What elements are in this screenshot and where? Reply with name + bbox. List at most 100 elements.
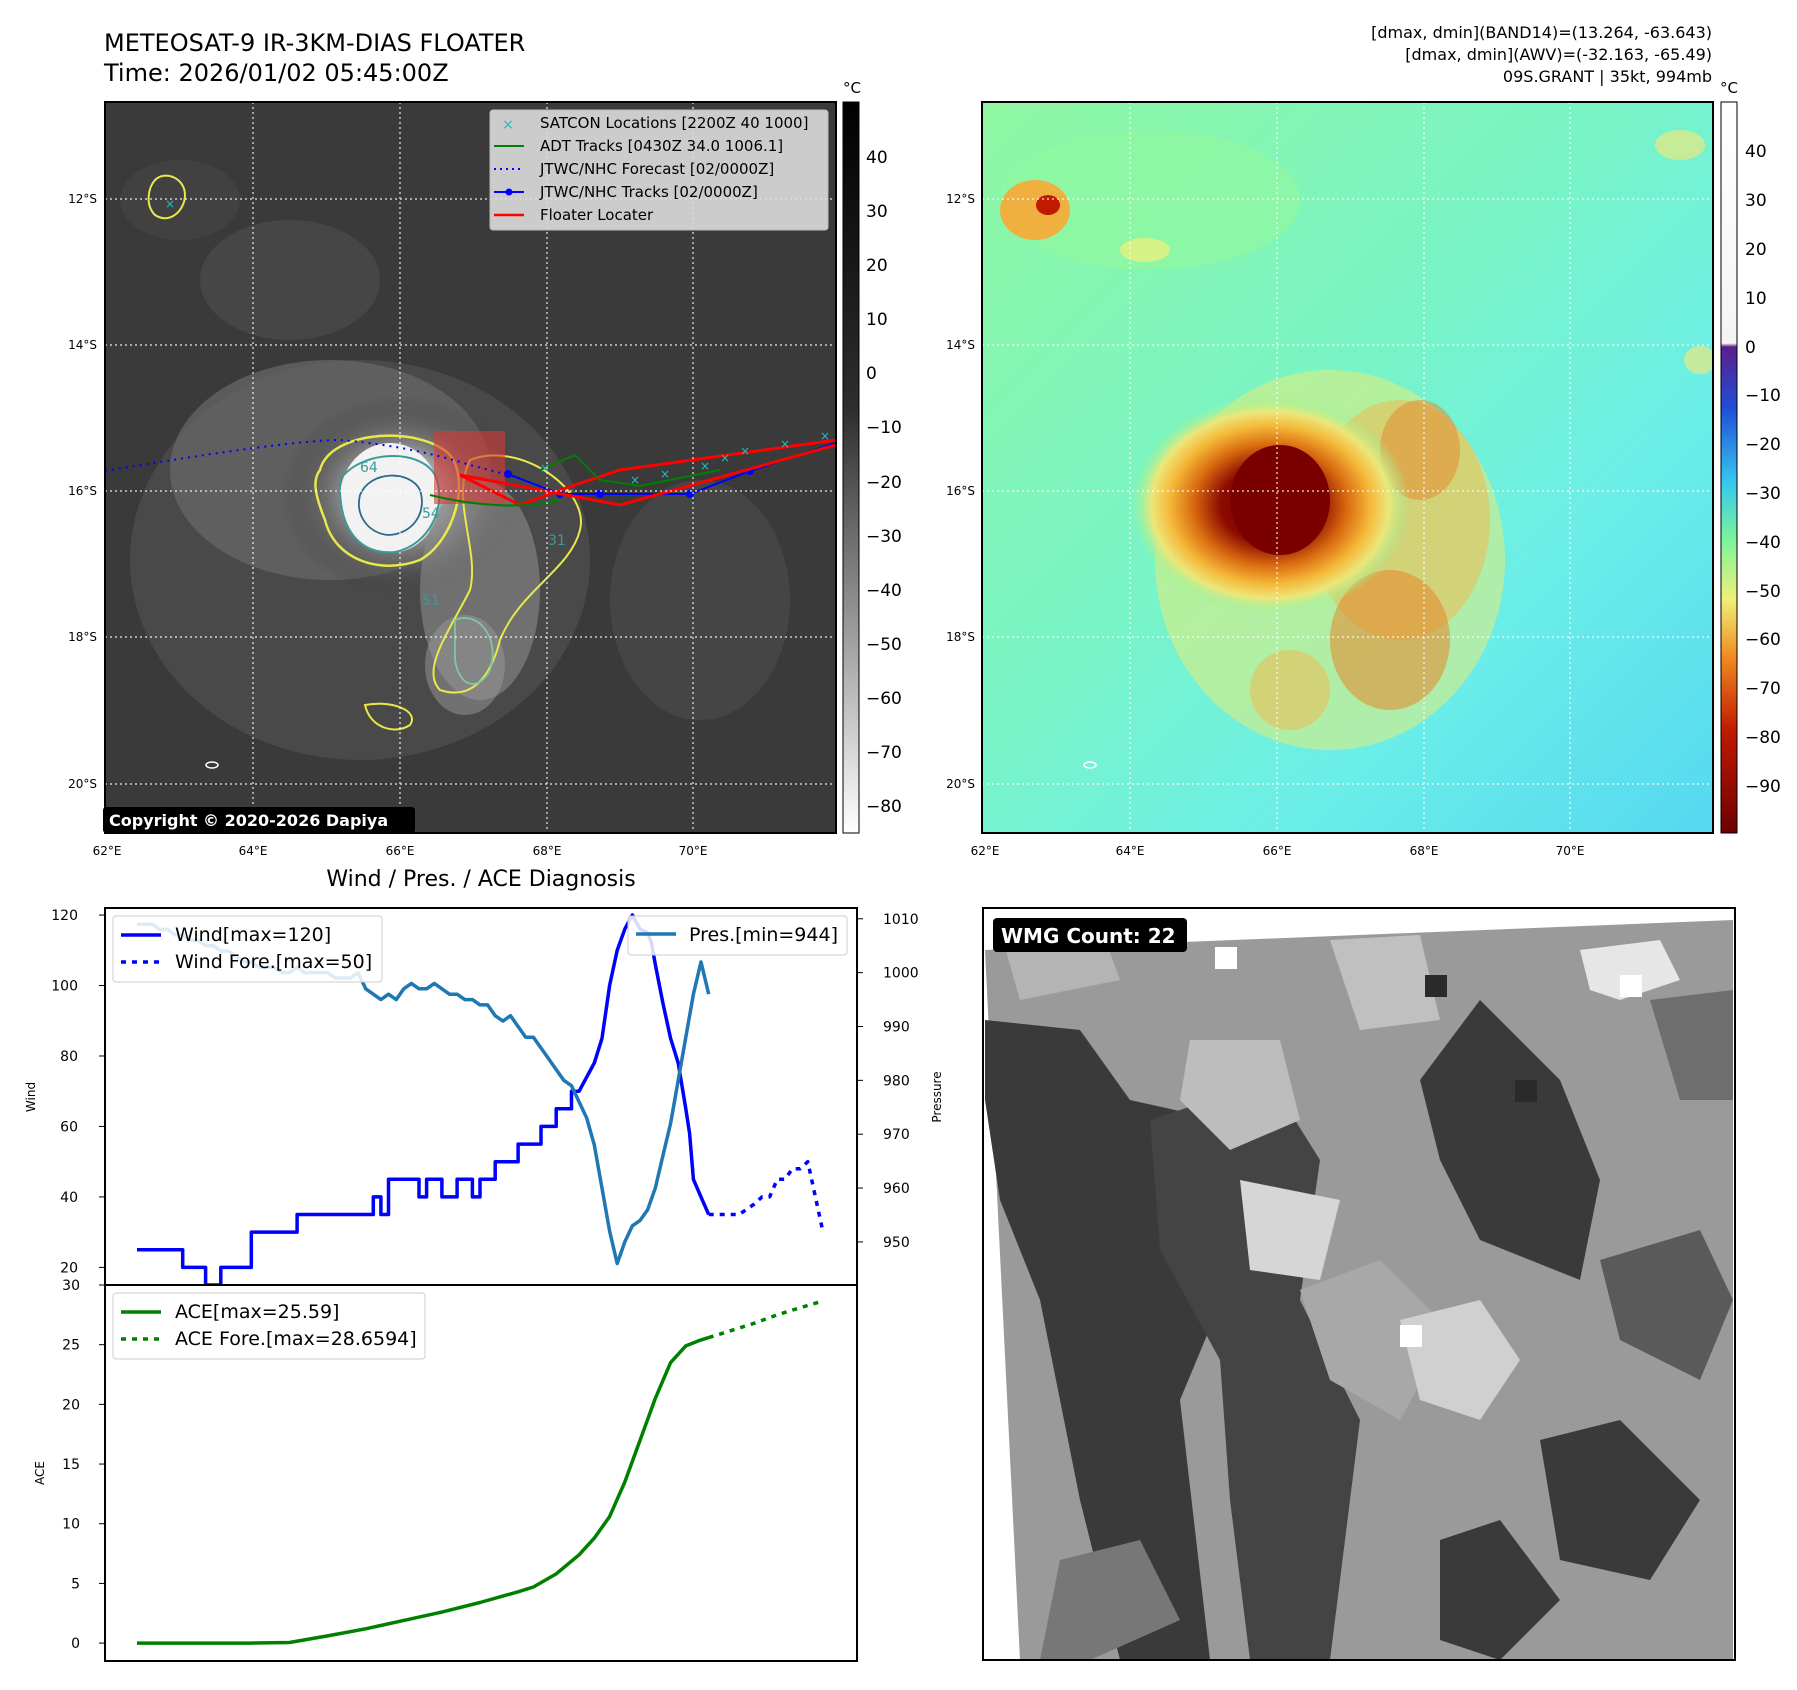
ir-lon-label-66e: 66°E	[386, 844, 415, 858]
legend-tracks-line	[494, 188, 524, 196]
wv-colorbar-unit: °C	[1720, 79, 1738, 97]
map-legend: × SATCON Locations [2200Z 40 1000] ADT T…	[489, 109, 829, 231]
wv-lat-label-20s: 20°S	[946, 777, 975, 791]
pressure-legend-label: Pres.[min=944]	[689, 924, 838, 946]
wv-colorbar: °C 40 30 20 10 0 −10 −20 −30 −40 −50 −60…	[1720, 79, 1781, 834]
ace-legend-label: ACE[max=25.59]	[175, 1301, 339, 1323]
wv-cb-tick-0: 0	[1745, 338, 1756, 358]
wind-axis-label: Wind	[24, 1082, 38, 1112]
ir-cb-tick-m40: −40	[866, 581, 902, 601]
ir-cb-tick-m70: −70	[866, 743, 902, 763]
svg-text:×: ×	[165, 197, 175, 211]
ir-lat-label-12s: 12°S	[68, 192, 97, 206]
ace-axis-label: ACE	[33, 1461, 47, 1485]
ir-cb-tick-20: 20	[866, 256, 888, 276]
ir-cb-tick-m80: −80	[866, 797, 902, 817]
ace-axis-tick-label: 5	[71, 1576, 80, 1592]
ir-cb-tick-40: 40	[866, 148, 888, 168]
wind-axis-tick-label: 100	[51, 979, 78, 995]
stats-awv: [dmax, dmin](AWV)=(-32.163, -65.49)	[1405, 45, 1712, 64]
contour-label-54: 54	[422, 506, 440, 522]
ir-cb-tick-30: 30	[866, 202, 888, 222]
pressure-axis-tick-label: 1000	[883, 966, 919, 982]
wind-legend: Wind[max=120] Wind Fore.[max=50]	[112, 915, 383, 983]
wv-lon-label-64e: 64°E	[1116, 844, 1145, 858]
wmg-count-label: WMG Count: 22	[1001, 924, 1176, 948]
storm-info: 09S.GRANT | 35kt, 994mb	[1503, 67, 1712, 86]
pressure-axis-label: Pressure	[930, 1071, 944, 1122]
stats-band14: [dmax, dmin](BAND14)=(13.264, -63.643)	[1371, 23, 1712, 42]
wind-fore-legend-label: Wind Fore.[max=50]	[175, 951, 372, 973]
figure-time: Time: 2026/01/02 05:45:00Z	[103, 59, 449, 87]
ir-lon-label-64e: 64°E	[239, 844, 268, 858]
pressure-axis-tick-label: 960	[883, 1181, 910, 1197]
pressure-axis-tick-label: 980	[883, 1073, 910, 1089]
ace-fore-legend-label: ACE Fore.[max=28.6594]	[175, 1328, 417, 1350]
wv-cb-tick-20: 20	[1745, 240, 1767, 260]
ir-lon-label-68e: 68°E	[533, 844, 562, 858]
legend-tracks-label: JTWC/NHC Tracks [02/0000Z]	[539, 183, 758, 201]
wv-cb-tick-m40: −40	[1745, 533, 1781, 553]
ace-series-line-0	[137, 1335, 710, 1645]
ir-lat-label-20s: 20°S	[68, 777, 97, 791]
wind-axis-tick-label: 120	[51, 908, 78, 924]
legend-adt-label: ADT Tracks [0430Z 34.0 1006.1]	[540, 137, 783, 155]
svg-text:×: ×	[820, 429, 830, 443]
ace-axis-tick-label: 25	[62, 1338, 80, 1354]
contour-label-51: 51	[422, 593, 440, 609]
pressure-axis-tick-label: 1010	[883, 912, 919, 928]
wv-map-panel: 12°S 14°S 16°S 18°S 20°S 62°E 64°E 66°E …	[946, 101, 1714, 858]
pressure-axis-tick-label: 970	[883, 1127, 910, 1143]
ir-cb-tick-m10: −10	[866, 418, 902, 438]
svg-text:×: ×	[720, 451, 730, 465]
ir-colorbar: °C 40 30 20 10 0 −10 −20 −30 −40 −50 −60…	[842, 79, 902, 834]
wv-cb-tick-30: 30	[1745, 191, 1767, 211]
legend-satcon-marker: ×	[502, 117, 514, 133]
wv-cb-tick-m60: −60	[1745, 630, 1781, 650]
contour-label-31: 31	[548, 533, 566, 549]
wv-cb-tick-40: 40	[1745, 142, 1767, 162]
contour-label-64: 64	[360, 460, 378, 476]
wv-cb-tick-m10: −10	[1745, 386, 1781, 406]
wv-cb-tick-m90: −90	[1745, 777, 1781, 797]
pressure-axis-tick-label: 950	[883, 1235, 910, 1251]
ir-cb-tick-10: 10	[866, 310, 888, 330]
ir-lat-label-14s: 14°S	[68, 338, 97, 352]
ir-cb-tick-m30: −30	[866, 527, 902, 547]
pressure-legend: Pres.[min=944]	[627, 915, 848, 956]
svg-text:×: ×	[780, 437, 790, 451]
ir-map-panel: ×× × ×××××× 64 54 51 31 × SATCON Locations	[68, 101, 837, 858]
wv-lat-label-12s: 12°S	[946, 192, 975, 206]
ace-series-line-1	[708, 1299, 824, 1340]
legend-satcon-label: SATCON Locations [2200Z 40 1000]	[540, 114, 808, 132]
diagnosis-title: Wind / Pres. / ACE Diagnosis	[326, 867, 635, 892]
wv-lat-label-16s: 16°S	[946, 484, 975, 498]
ir-lon-label-70e: 70°E	[679, 844, 708, 858]
svg-text:×: ×	[630, 473, 640, 487]
copyright-notice: Copyright © 2020-2026 Dapiya	[109, 811, 388, 830]
series-line-1	[708, 1159, 825, 1233]
wv-cb-tick-10: 10	[1745, 289, 1767, 309]
ir-cb-tick-m50: −50	[866, 635, 902, 655]
ace-axis-tick-label: 20	[62, 1397, 80, 1413]
ir-cb-tick-m20: −20	[866, 473, 902, 493]
ace-axis-tick-label: 30	[62, 1278, 80, 1294]
wv-cb-tick-m80: −80	[1745, 728, 1781, 748]
wv-cb-tick-m20: −20	[1745, 435, 1781, 455]
wind-axis-tick-label: 80	[60, 1049, 78, 1065]
wv-cb-tick-m70: −70	[1745, 679, 1781, 699]
contour-labels: 64 54 51 31	[360, 460, 566, 609]
wind-axis-tick-label: 40	[60, 1190, 78, 1206]
svg-text:×: ×	[502, 117, 514, 133]
ir-cb-tick-0: 0	[866, 364, 877, 384]
legend-floater-label: Floater Locater	[540, 206, 654, 224]
wv-cb-tick-m30: −30	[1745, 484, 1781, 504]
ace-axis-tick-label: 15	[62, 1457, 80, 1473]
ir-lat-label-18s: 18°S	[68, 630, 97, 644]
wmg-panel: WMG Count: 22	[982, 907, 1736, 1661]
ace-axis-tick-label: 10	[62, 1517, 80, 1533]
wind-axis-tick-label: 20	[60, 1260, 78, 1276]
wv-lon-label-66e: 66°E	[1263, 844, 1292, 858]
wind-axis-tick-label: 60	[60, 1119, 78, 1135]
svg-text:×: ×	[540, 461, 550, 475]
